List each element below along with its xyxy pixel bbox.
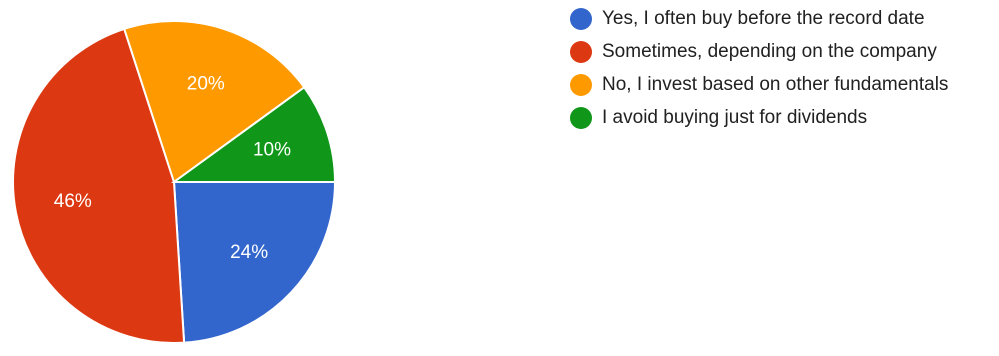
legend-swatch	[570, 8, 592, 30]
pie-slice	[122, 20, 306, 184]
legend-label: Yes, I often buy before the record date	[602, 8, 925, 29]
legend-label: No, I invest based on other fundamentals	[602, 74, 949, 95]
legend-swatch	[570, 107, 592, 129]
pie-slice	[172, 181, 337, 344]
legend-swatch	[570, 74, 592, 96]
chart-legend: Yes, I often buy before the record date S…	[570, 6, 995, 138]
legend-item: I avoid buying just for dividends	[570, 105, 995, 131]
legend-item: No, I invest based on other fundamentals	[570, 72, 995, 98]
legend-label: I avoid buying just for dividends	[602, 107, 868, 128]
legend-swatch	[570, 41, 592, 63]
legend-item: Yes, I often buy before the record date	[570, 6, 995, 32]
slice-percent-label: 46%	[54, 191, 92, 212]
slice-percent-label: 10%	[253, 140, 291, 161]
pie-slice	[12, 27, 186, 344]
slice-percent-label: 24%	[230, 242, 268, 263]
pie-chart: 24% 46% 20% 10%	[12, 20, 337, 344]
pie-slice	[170, 85, 337, 183]
legend-item: Sometimes, depending on the company	[570, 39, 995, 65]
legend-label: Sometimes, depending on the company	[602, 41, 937, 62]
slice-percent-label: 20%	[187, 74, 225, 95]
